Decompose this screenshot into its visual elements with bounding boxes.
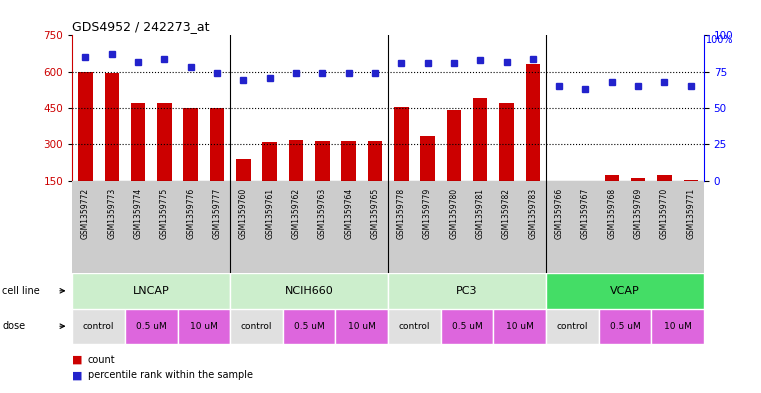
Text: GSM1359783: GSM1359783 <box>528 188 537 239</box>
Text: GSM1359767: GSM1359767 <box>581 188 590 239</box>
Text: cell line: cell line <box>2 286 40 296</box>
Text: 0.5 uM: 0.5 uM <box>452 322 482 331</box>
Bar <box>388 309 441 344</box>
Text: GSM1359763: GSM1359763 <box>318 188 326 239</box>
Text: ■: ■ <box>72 370 83 380</box>
Bar <box>125 309 177 344</box>
Bar <box>104 73 119 181</box>
Bar <box>631 178 645 181</box>
Bar <box>263 142 277 181</box>
Bar <box>447 110 461 181</box>
Bar <box>499 103 514 181</box>
Text: GSM1359780: GSM1359780 <box>450 188 458 239</box>
Text: count: count <box>88 354 115 365</box>
Text: 100%: 100% <box>706 35 734 45</box>
Text: GSM1359760: GSM1359760 <box>239 188 248 239</box>
Bar <box>546 309 599 344</box>
Bar <box>342 141 356 181</box>
Text: PC3: PC3 <box>457 286 478 296</box>
Text: GSM1359781: GSM1359781 <box>476 188 485 239</box>
Bar <box>336 309 388 344</box>
Bar <box>231 309 283 344</box>
Bar <box>578 181 593 189</box>
Text: GSM1359765: GSM1359765 <box>371 188 380 239</box>
Bar <box>420 136 435 181</box>
Text: GSM1359773: GSM1359773 <box>107 188 116 239</box>
Text: control: control <box>399 322 430 331</box>
Text: 0.5 uM: 0.5 uM <box>294 322 324 331</box>
Text: GSM1359764: GSM1359764 <box>344 188 353 239</box>
Bar <box>78 72 93 181</box>
Bar <box>473 98 488 181</box>
Text: GSM1359766: GSM1359766 <box>555 188 564 239</box>
Text: GSM1359761: GSM1359761 <box>265 188 274 239</box>
Text: GSM1359770: GSM1359770 <box>660 188 669 239</box>
Bar <box>658 175 672 181</box>
Bar <box>131 103 145 181</box>
Bar <box>368 141 382 181</box>
Text: GSM1359769: GSM1359769 <box>634 188 642 239</box>
Bar <box>231 273 388 309</box>
Text: dose: dose <box>2 321 25 331</box>
Text: GSM1359774: GSM1359774 <box>134 188 142 239</box>
Bar <box>210 108 224 181</box>
Bar <box>604 175 619 181</box>
Bar <box>394 107 409 181</box>
Text: ■: ■ <box>72 354 83 365</box>
Text: 0.5 uM: 0.5 uM <box>610 322 640 331</box>
Text: GSM1359779: GSM1359779 <box>423 188 432 239</box>
Bar <box>552 181 566 188</box>
Bar <box>546 273 704 309</box>
Text: GSM1359776: GSM1359776 <box>186 188 196 239</box>
Text: GSM1359772: GSM1359772 <box>81 188 90 239</box>
Text: GSM1359777: GSM1359777 <box>212 188 221 239</box>
Bar <box>493 309 546 344</box>
Text: 10 uM: 10 uM <box>506 322 533 331</box>
Text: control: control <box>240 322 272 331</box>
Bar <box>177 309 230 344</box>
Text: 10 uM: 10 uM <box>190 322 218 331</box>
Text: GSM1359768: GSM1359768 <box>607 188 616 239</box>
Text: GDS4952 / 242273_at: GDS4952 / 242273_at <box>72 20 210 33</box>
Bar <box>599 309 651 344</box>
Bar <box>158 103 172 181</box>
Text: 0.5 uM: 0.5 uM <box>136 322 167 331</box>
Bar <box>283 309 336 344</box>
Bar <box>72 309 125 344</box>
Text: control: control <box>83 322 114 331</box>
Bar <box>683 180 698 181</box>
Bar <box>315 141 330 181</box>
Text: NCIH660: NCIH660 <box>285 286 333 296</box>
Text: GSM1359775: GSM1359775 <box>160 188 169 239</box>
Text: control: control <box>556 322 588 331</box>
Text: 10 uM: 10 uM <box>664 322 692 331</box>
Text: LNCAP: LNCAP <box>133 286 170 296</box>
Text: VCAP: VCAP <box>610 286 640 296</box>
Bar <box>651 309 704 344</box>
Text: percentile rank within the sample: percentile rank within the sample <box>88 370 253 380</box>
Text: GSM1359782: GSM1359782 <box>502 188 511 239</box>
Text: GSM1359771: GSM1359771 <box>686 188 696 239</box>
Text: GSM1359778: GSM1359778 <box>396 188 406 239</box>
Text: 10 uM: 10 uM <box>348 322 376 331</box>
Bar <box>288 140 303 181</box>
Text: GSM1359762: GSM1359762 <box>291 188 301 239</box>
Bar <box>388 273 546 309</box>
Bar <box>183 108 198 181</box>
Bar <box>526 64 540 181</box>
Bar <box>72 273 231 309</box>
Bar <box>236 159 250 181</box>
Bar <box>441 309 493 344</box>
